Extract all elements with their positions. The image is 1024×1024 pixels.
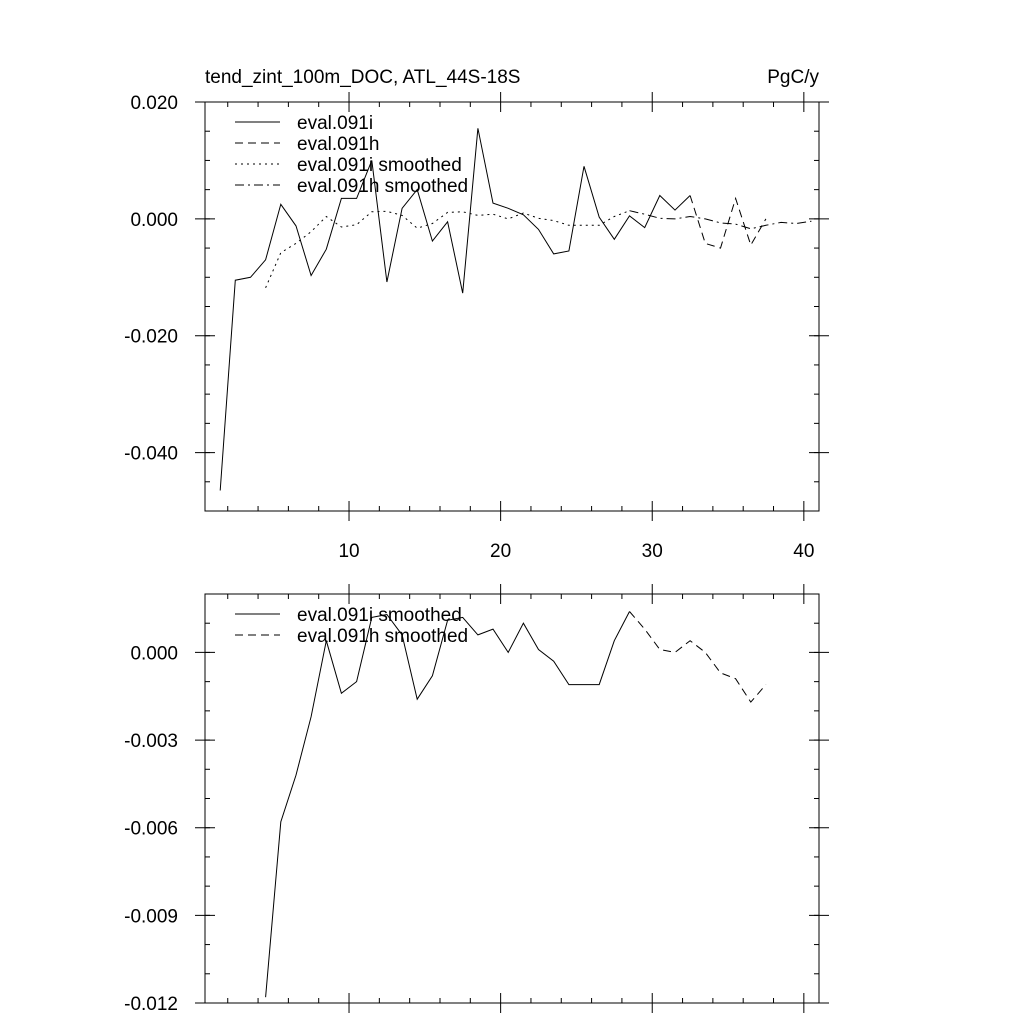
- bottom-chart: 0.000 -0.003 -0.006 -0.009 -0.012 eval.091i s…: [124, 584, 829, 1015]
- y-tick-label: 0.020: [130, 93, 178, 114]
- x-tick-label: 10: [338, 541, 359, 562]
- x-tick-label: 40: [793, 541, 814, 562]
- y-tick-label: 0.000: [130, 643, 178, 664]
- series-line-solid: [219, 128, 691, 491]
- chart-title: tend_zint_100m_DOC, ATL_44S-18S: [205, 67, 520, 88]
- legend-label: eval.091h smoothed: [297, 626, 468, 647]
- top-chart: 10 20 30 400.0200.000-0.020-0.040eval.091ie…: [124, 92, 829, 562]
- y-tick-label: -0.040: [124, 444, 178, 465]
- units-label: PgC/y: [767, 67, 819, 88]
- series-line-dashdot: [629, 210, 812, 230]
- legend-label: eval.091h: [297, 134, 379, 155]
- x-tick-label: 30: [642, 541, 663, 562]
- legend-label: eval.091i: [297, 113, 373, 134]
- legend-label: eval.091h smoothed: [297, 176, 468, 197]
- y-tick-label: -0.009: [124, 906, 178, 927]
- series-line-dashed: [629, 611, 767, 703]
- legend-label: eval.091i smoothed: [297, 155, 462, 176]
- plot-frame: [204, 593, 820, 1004]
- y-tick-label: 0.000: [130, 210, 178, 231]
- legend-label: eval.091i smoothed: [297, 605, 462, 626]
- y-tick-label: -0.003: [124, 731, 178, 752]
- y-tick-label: -0.006: [124, 819, 178, 840]
- x-tick-label: 20: [490, 541, 511, 562]
- y-tick-label: -0.012: [124, 994, 178, 1015]
- series-line-dashed: [689, 195, 767, 249]
- series-line-dotted: [265, 210, 630, 288]
- series-line-solid: [265, 611, 630, 998]
- y-tick-label: -0.020: [124, 327, 178, 348]
